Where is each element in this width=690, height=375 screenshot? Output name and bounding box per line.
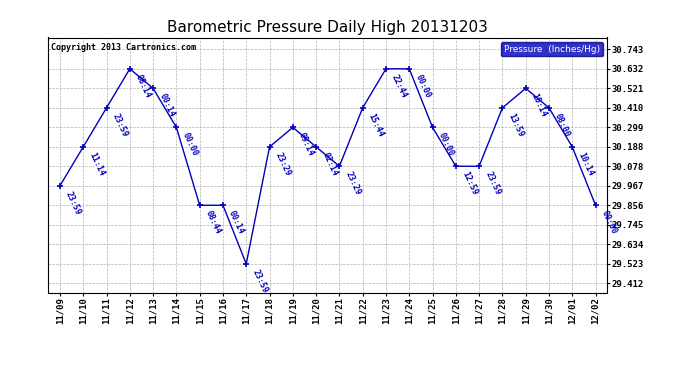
Legend: Pressure  (Inches/Hg): Pressure (Inches/Hg) (501, 42, 602, 56)
Text: 08:00: 08:00 (553, 112, 572, 138)
Text: 11:14: 11:14 (88, 151, 106, 177)
Text: 15:44: 15:44 (367, 112, 386, 138)
Text: 08:44: 08:44 (204, 210, 223, 236)
Text: 00:14: 00:14 (227, 210, 246, 236)
Text: 23:29: 23:29 (344, 170, 362, 197)
Text: 00:14: 00:14 (157, 93, 176, 119)
Text: 23:59: 23:59 (64, 190, 83, 216)
Text: 23:59: 23:59 (250, 268, 269, 294)
Text: 10:14: 10:14 (530, 93, 549, 119)
Text: 12:59: 12:59 (460, 170, 479, 197)
Text: 13:59: 13:59 (506, 112, 525, 138)
Text: 23:59: 23:59 (110, 112, 130, 138)
Text: 23:29: 23:29 (274, 151, 293, 177)
Text: Copyright 2013 Cartronics.com: Copyright 2013 Cartronics.com (51, 43, 196, 52)
Text: 10:14: 10:14 (576, 151, 595, 177)
Text: 08:14: 08:14 (134, 73, 152, 99)
Text: 23:59: 23:59 (483, 170, 502, 197)
Title: Barometric Pressure Daily High 20131203: Barometric Pressure Daily High 20131203 (167, 20, 489, 35)
Text: 00:00: 00:00 (600, 210, 618, 236)
Text: 00:00: 00:00 (413, 73, 432, 99)
Text: 02:14: 02:14 (320, 151, 339, 177)
Text: 00:00: 00:00 (181, 132, 199, 158)
Text: 22:44: 22:44 (390, 73, 409, 99)
Text: 00:00: 00:00 (437, 132, 455, 158)
Text: 09:14: 09:14 (297, 132, 316, 158)
